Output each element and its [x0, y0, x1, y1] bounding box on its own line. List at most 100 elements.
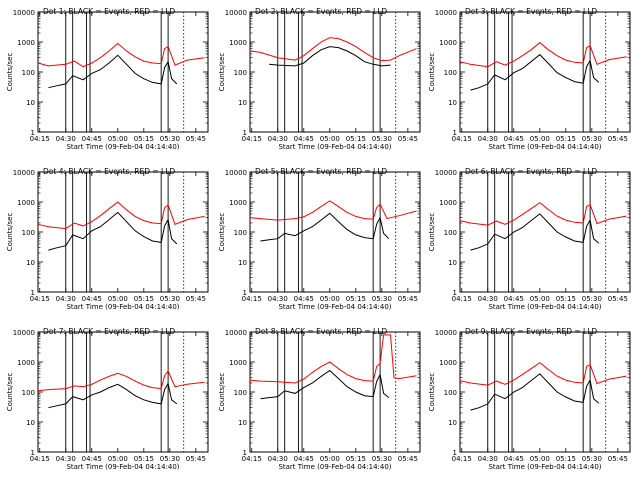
- x-tick-label: 05:00: [530, 455, 550, 463]
- x-tick-label: 05:45: [186, 455, 206, 463]
- series-events-line: [269, 46, 391, 67]
- x-tick-label: 04:30: [268, 135, 288, 143]
- x-tick-label: 05:00: [530, 295, 550, 303]
- y-tick-label: 1: [453, 289, 457, 297]
- y-tick-label: 100: [234, 69, 247, 77]
- plot-title: Det 1: BLACK = Events, RED = LLD: [43, 7, 175, 16]
- y-tick-label: 10: [26, 99, 35, 107]
- plot-title: Det 4: BLACK = Events, RED = LLD: [43, 167, 175, 176]
- y-tick-label: 10000: [225, 9, 247, 17]
- x-tick-label: 04:15: [452, 295, 472, 303]
- x-axis-label: Start Time (09-Feb-04 04:14:40): [278, 463, 391, 471]
- series-lld-line: [459, 42, 627, 68]
- series-events-line: [260, 212, 390, 242]
- x-tick-label: 05:15: [346, 135, 366, 143]
- x-tick-label: 04:45: [504, 295, 524, 303]
- x-tick-label: 04:45: [82, 455, 102, 463]
- y-tick-label: 10000: [435, 9, 457, 17]
- plot-title: Det 3: BLACK = Events, RED = LLD: [465, 7, 597, 16]
- x-tick-label: 05:00: [108, 455, 128, 463]
- y-axis-label: Counts/sec: [428, 53, 436, 92]
- y-tick-label: 100: [234, 389, 247, 397]
- series-lld-line: [249, 200, 417, 221]
- y-tick-label: 10: [448, 419, 457, 427]
- plot-frame: [37, 331, 209, 453]
- x-tick-label: 05:00: [320, 455, 340, 463]
- x-tick-label: 04:30: [268, 295, 288, 303]
- y-tick-label: 1000: [17, 39, 35, 47]
- x-tick-label: 05:15: [134, 135, 154, 143]
- x-tick-label: 05:30: [582, 135, 602, 143]
- x-tick-label: 04:30: [478, 295, 498, 303]
- y-tick-label: 1000: [17, 199, 35, 207]
- series-lld-line: [37, 42, 205, 68]
- x-tick-label: 04:15: [30, 295, 50, 303]
- y-tick-label: 1: [453, 129, 457, 137]
- series-lld-line: [249, 37, 417, 62]
- plot-frame: [459, 331, 631, 453]
- x-tick-label: 05:30: [160, 455, 180, 463]
- y-tick-label: 100: [444, 229, 457, 237]
- x-tick-label: 05:30: [372, 295, 392, 303]
- series-lld-line: [459, 202, 627, 226]
- y-tick-label: 10: [448, 259, 457, 267]
- x-tick-label: 04:30: [56, 295, 76, 303]
- series-events-line: [470, 373, 600, 411]
- x-axis-label: Start Time (09-Feb-04 04:14:40): [66, 143, 179, 151]
- x-tick-label: 04:30: [56, 135, 76, 143]
- x-tick-label: 04:15: [242, 295, 262, 303]
- y-axis-label: Counts/sec: [6, 373, 14, 412]
- plot-title: Det 7: BLACK = Events, RED = LLD: [43, 327, 175, 336]
- x-tick-label: 05:45: [398, 135, 418, 143]
- y-tick-label: 100: [22, 389, 35, 397]
- plot-title: Det 2: BLACK = Events, RED = LLD: [255, 7, 387, 16]
- x-tick-label: 04:30: [478, 455, 498, 463]
- y-tick-label: 1: [243, 129, 247, 137]
- y-axis-label: Counts/sec: [6, 213, 14, 252]
- y-tick-label: 10: [26, 259, 35, 267]
- y-axis-label: Counts/sec: [428, 373, 436, 412]
- y-tick-label: 10000: [225, 329, 247, 337]
- x-tick-label: 04:45: [504, 135, 524, 143]
- plot-frame: [37, 11, 209, 133]
- panel-det-5: Det 5: BLACK = Events, RED = LLD 1 10 100 10…: [218, 167, 421, 311]
- y-tick-label: 10: [238, 419, 247, 427]
- x-tick-label: 05:15: [556, 295, 576, 303]
- x-tick-label: 05:30: [372, 455, 392, 463]
- y-tick-label: 1: [31, 129, 35, 137]
- y-tick-label: 10: [26, 419, 35, 427]
- y-tick-label: 1000: [17, 359, 35, 367]
- panel-det-8: Det 8: BLACK = Events, RED = LLD 1 10 100 10…: [218, 327, 421, 471]
- plot-frame: [459, 11, 631, 133]
- x-tick-label: 05:30: [372, 135, 392, 143]
- panel-det-4: Det 4: BLACK = Events, RED = LLD 1 10 100 10…: [6, 167, 209, 311]
- y-tick-label: 1: [243, 449, 247, 457]
- plot-title: Det 9: BLACK = Events, RED = LLD: [465, 327, 597, 336]
- y-tick-label: 10: [448, 99, 457, 107]
- x-tick-label: 05:45: [608, 455, 628, 463]
- x-tick-label: 05:00: [108, 295, 128, 303]
- y-tick-label: 100: [22, 229, 35, 237]
- y-tick-label: 1000: [439, 359, 457, 367]
- x-tick-label: 05:15: [346, 295, 366, 303]
- series-lld-line: [37, 370, 205, 392]
- x-tick-label: 05:15: [134, 295, 154, 303]
- y-tick-label: 10000: [435, 169, 457, 177]
- series-lld-line: [37, 201, 205, 230]
- x-tick-label: 05:30: [582, 295, 602, 303]
- panel-det-2: Det 2: BLACK = Events, RED = LLD 1 10 100 10…: [218, 7, 421, 151]
- y-axis-label: Counts/sec: [6, 53, 14, 92]
- y-tick-label: 1: [453, 449, 457, 457]
- x-axis-label: Start Time (09-Feb-04 04:14:40): [278, 303, 391, 311]
- x-axis-label: Start Time (09-Feb-04 04:14:40): [488, 143, 601, 151]
- y-tick-label: 10000: [435, 329, 457, 337]
- y-tick-label: 100: [444, 69, 457, 77]
- x-tick-label: 05:15: [346, 455, 366, 463]
- y-tick-label: 100: [234, 229, 247, 237]
- x-tick-label: 05:00: [108, 135, 128, 143]
- plot-title: Det 6: BLACK = Events, RED = LLD: [465, 167, 597, 176]
- x-tick-label: 04:15: [242, 135, 262, 143]
- plot-title: Det 8: BLACK = Events, RED = LLD: [255, 327, 387, 336]
- x-tick-label: 05:30: [582, 455, 602, 463]
- x-tick-label: 04:45: [82, 135, 102, 143]
